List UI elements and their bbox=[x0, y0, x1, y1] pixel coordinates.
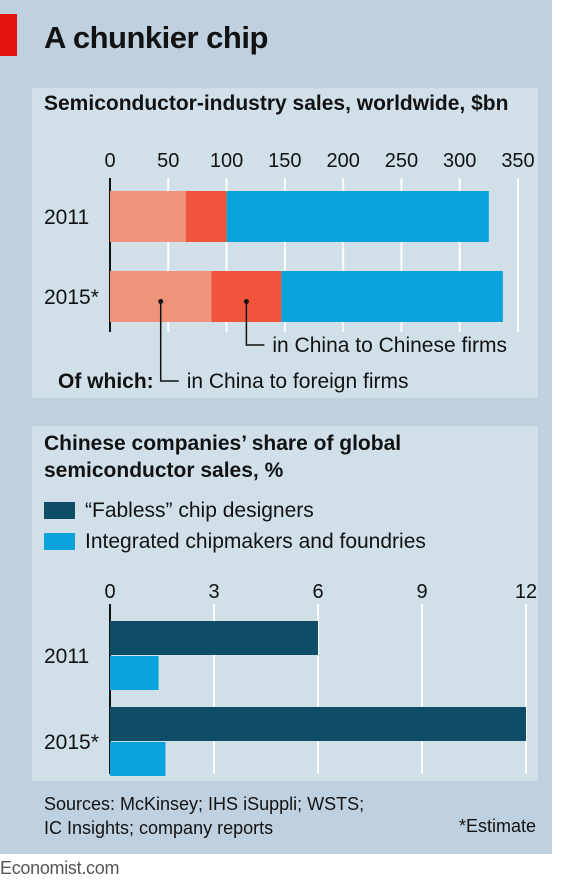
sales-chart-title: Semiconductor-industry sales, worldwide,… bbox=[44, 92, 509, 115]
share-bar-0-series-1 bbox=[110, 656, 159, 690]
legend-label-integrated: Integrated chipmakers and foundries bbox=[85, 530, 426, 553]
sales-tick-label-50: 50 bbox=[157, 150, 179, 172]
sales-tick-label-350: 350 bbox=[501, 150, 534, 172]
share-tick-label-6: 6 bbox=[312, 581, 323, 603]
sources-line-1: Sources: McKinsey; IHS iSuppli; WSTS; bbox=[44, 794, 365, 814]
callout-line-chinese bbox=[245, 301, 265, 346]
brand-red-tag bbox=[0, 14, 17, 56]
share-category-label-1: 2015* bbox=[44, 731, 99, 754]
share-category-label-0: 2011 bbox=[44, 645, 89, 668]
sales-tick-label-250: 250 bbox=[385, 150, 418, 172]
share-tick-label-3: 3 bbox=[208, 581, 219, 603]
sales-bar-0-series-2 bbox=[226, 191, 489, 242]
sales-category-label-1: 2015* bbox=[44, 286, 99, 309]
estimate-footnote: *Estimate bbox=[458, 816, 536, 836]
sales-tick-label-150: 150 bbox=[268, 150, 301, 172]
legend-item-fabless: “Fabless” chip designers bbox=[44, 499, 314, 523]
share-chart-title: Chinese companies’ share of global semic… bbox=[44, 432, 402, 482]
share-bar-0-series-0 bbox=[110, 621, 318, 655]
page-title: A chunkier chip bbox=[44, 20, 268, 55]
sales-tick-label-100: 100 bbox=[210, 150, 243, 172]
sales-tick-label-0: 0 bbox=[104, 150, 115, 172]
share-tick-label-12: 12 bbox=[515, 581, 537, 603]
sales-bar-1-series-2 bbox=[281, 271, 503, 322]
share-tick-label-9: 9 bbox=[416, 581, 427, 603]
sources-line-2: IC Insights; company reports bbox=[44, 818, 274, 838]
economist-brand: Economist.com bbox=[0, 858, 120, 878]
sales-tick-label-200: 200 bbox=[326, 150, 359, 172]
callout-line-foreign bbox=[159, 301, 179, 382]
share-tick-label-0: 0 bbox=[104, 581, 115, 603]
sales-bar-0-series-1 bbox=[185, 191, 227, 242]
legend-swatch-integrated bbox=[44, 533, 75, 550]
sales-bar-0-series-0 bbox=[110, 191, 186, 242]
legend-label-fabless: “Fabless” chip designers bbox=[85, 499, 314, 522]
sales-tick-label-300: 300 bbox=[443, 150, 476, 172]
legend-swatch-fabless bbox=[44, 502, 75, 519]
share-bar-1-series-0 bbox=[110, 707, 526, 741]
callout-label-foreign: in China to foreign firms bbox=[187, 370, 409, 393]
sources-note: Sources: McKinsey; IHS iSuppli; WSTS; IC… bbox=[44, 792, 364, 840]
callout-label-chinese: in China to Chinese firms bbox=[272, 334, 507, 357]
share-bar-1-series-1 bbox=[110, 742, 166, 776]
legend-item-integrated: Integrated chipmakers and foundries bbox=[44, 530, 426, 554]
sales-category-label-0: 2011 bbox=[44, 206, 89, 229]
callout-prefix-label: Of which: bbox=[58, 370, 154, 393]
